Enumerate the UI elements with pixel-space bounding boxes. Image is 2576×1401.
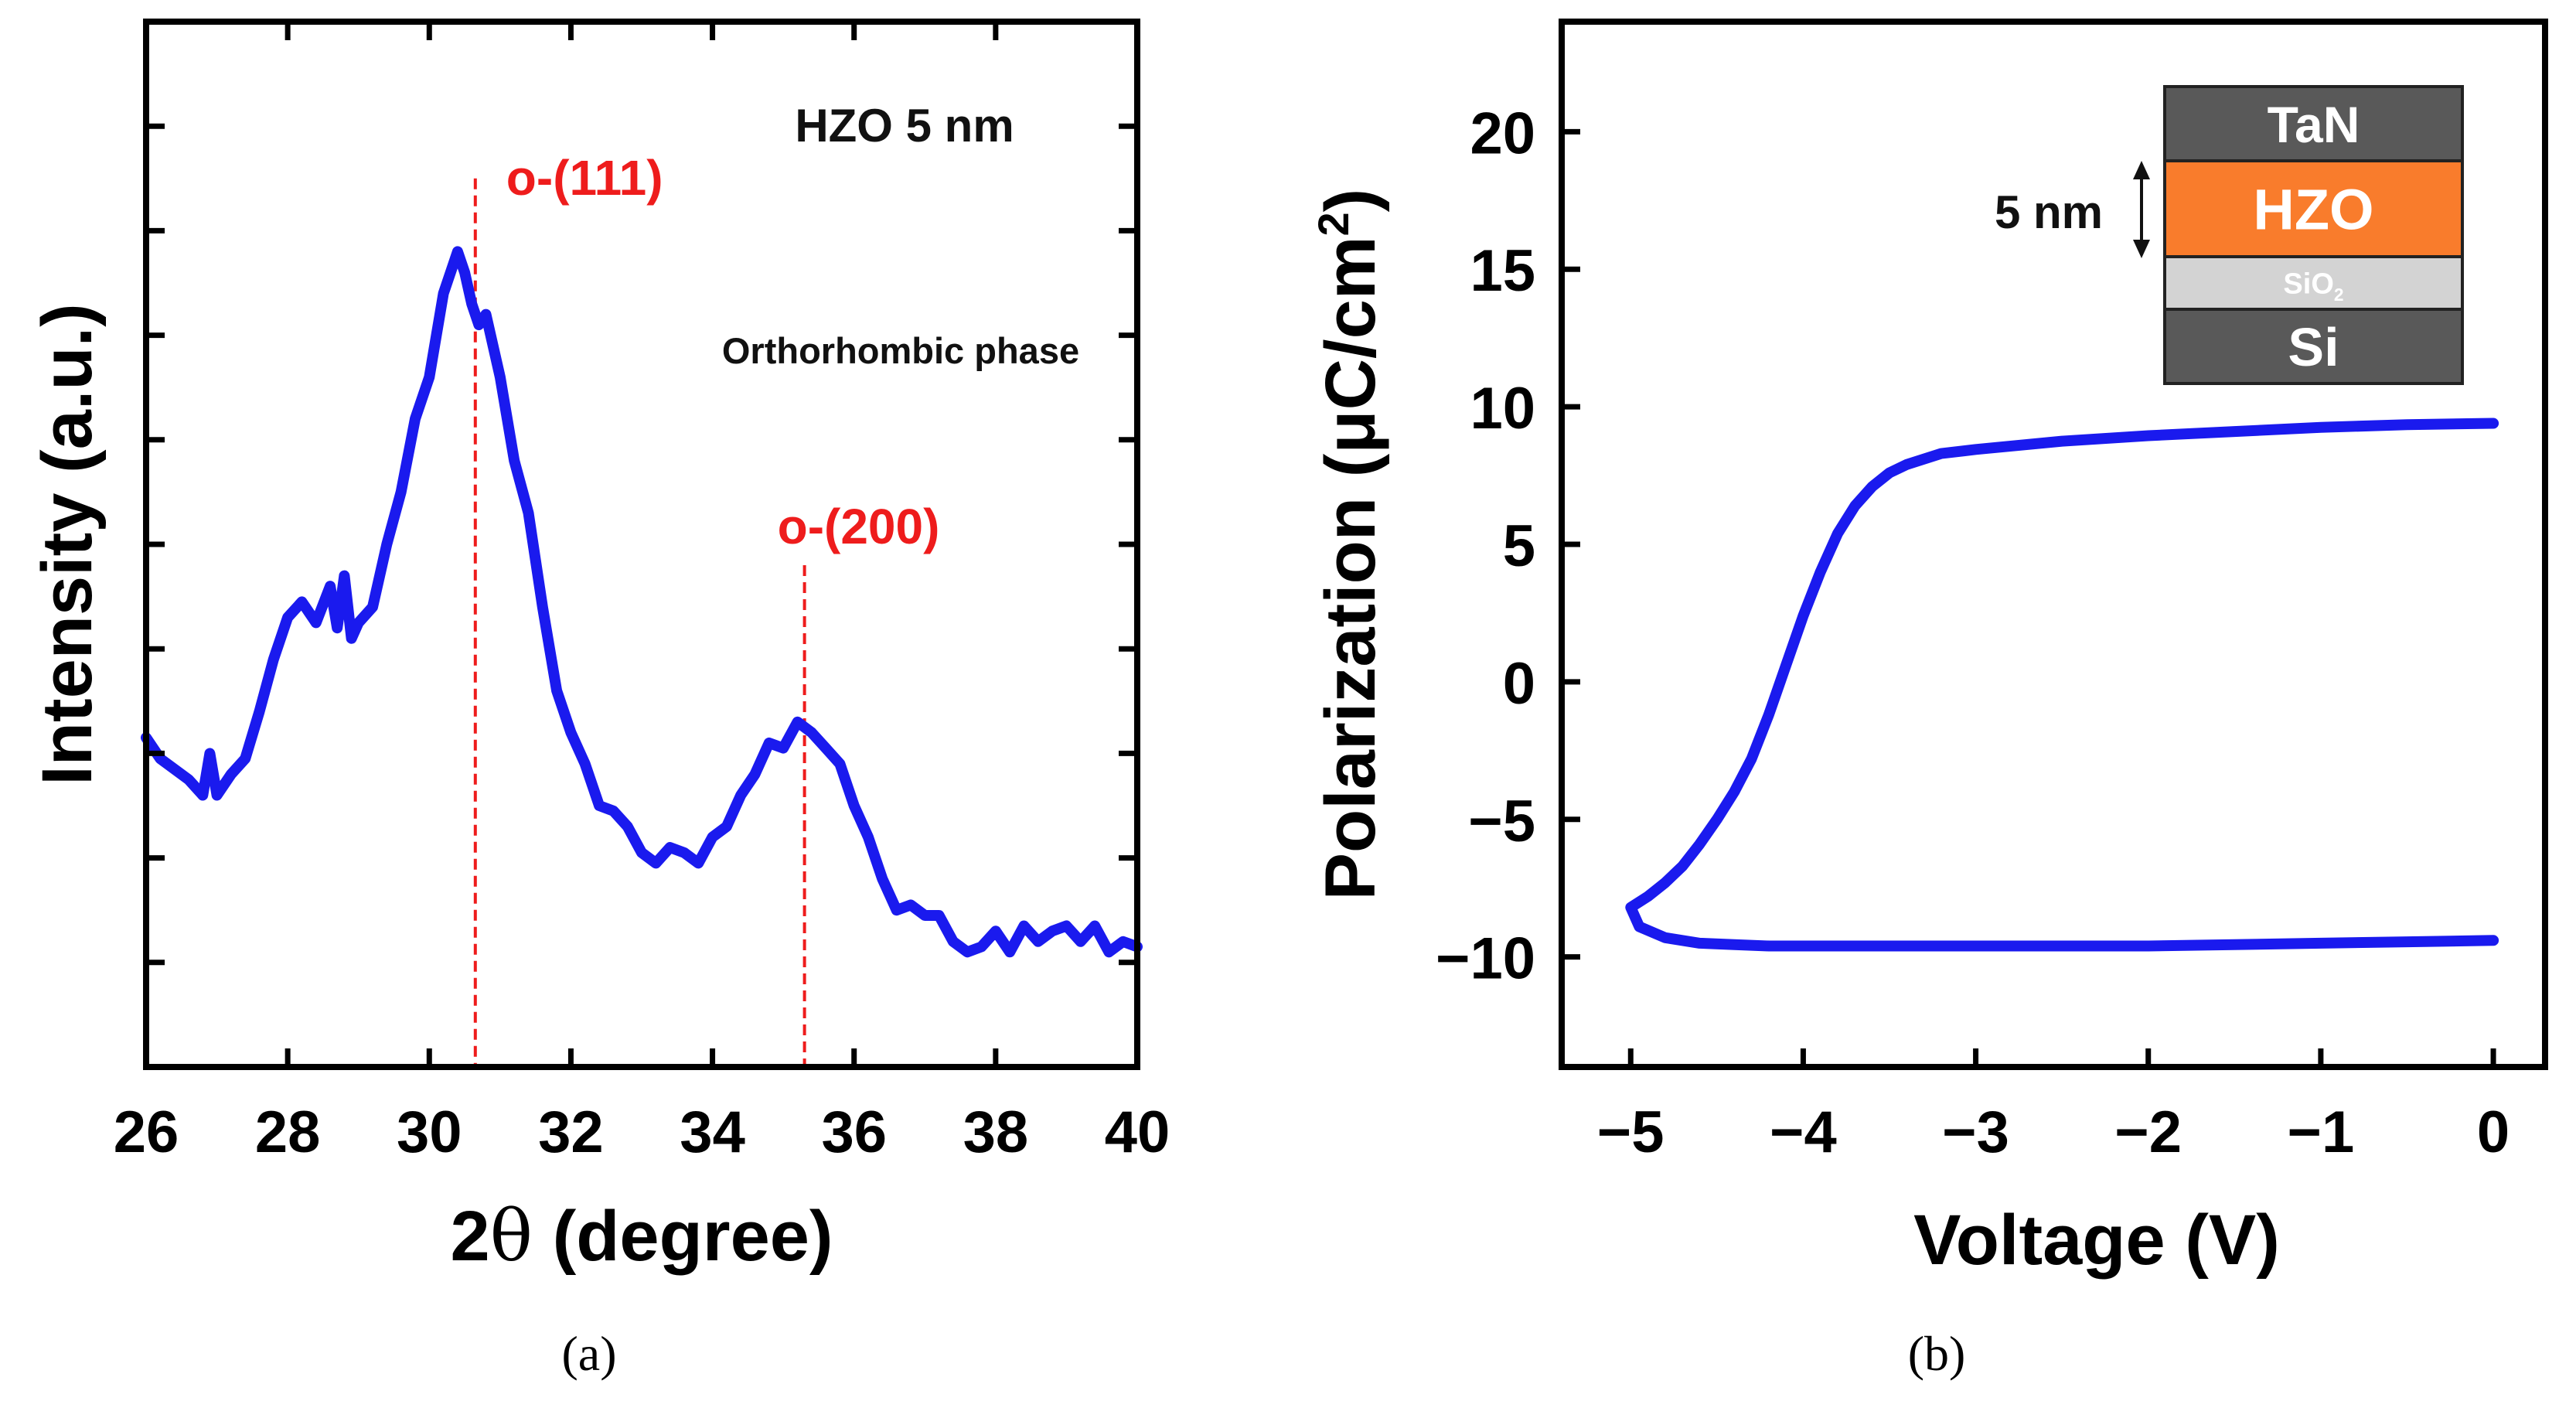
x-tick-label-b: 0 (2477, 1099, 2510, 1165)
x-tick-label-a: 26 (114, 1099, 179, 1165)
x-tick-labels-a: 26 28 30 32 34 36 38 40 (114, 1099, 1170, 1165)
x-axis-title-a: 2θ (degree) (450, 1195, 833, 1277)
y-tick-label-b: 5 (1503, 513, 1535, 579)
x-tick-label-b: −1 (2288, 1099, 2355, 1165)
inset-layer-hzo (2163, 159, 2464, 258)
inset-layer-tan (2163, 85, 2464, 162)
pv-loop-line (1625, 418, 2499, 952)
x-tick-label-a: 36 (821, 1099, 887, 1165)
x-tick-label-a: 38 (963, 1099, 1029, 1165)
inset-layer-label: TaN (2268, 96, 2360, 153)
y-tick-label-b: −10 (1436, 926, 1535, 992)
panel-a-xrd-chart: 26 28 30 32 34 36 38 40 HZO 5 nm Orthorhombic p… (28, 19, 1170, 1381)
x-tick-label-a: 32 (538, 1099, 604, 1165)
x-tick-label-a: 30 (397, 1099, 462, 1165)
y-tick-label-b: 15 (1470, 238, 1535, 304)
y-tick-label-b: 10 (1470, 376, 1535, 441)
ticks-b (1562, 128, 2496, 1067)
inset-layer-label: SiO2 (2283, 268, 2343, 305)
x-tick-label-b: −5 (1597, 1099, 1665, 1165)
reference-label-1: o-(111) (506, 150, 663, 206)
y-axis-title-b: Polarization (μC/cm2) (1309, 189, 1390, 901)
inset-layer-si (2163, 308, 2464, 385)
y-tick-label-b: −5 (1468, 789, 1535, 854)
reference-label-2: o-(200) (778, 499, 940, 554)
xrd-intensity-line (141, 246, 1143, 958)
reference-lines (473, 178, 806, 1067)
inset-layer-label: HZO (2253, 178, 2373, 242)
inset-layer-sio (2163, 255, 2464, 311)
arrow-head-down (2133, 240, 2150, 258)
x-tick-label-a: 28 (255, 1099, 321, 1165)
ticks-a (143, 22, 1140, 1067)
y-tick-label-b: 0 (1503, 651, 1535, 717)
panel-caption-b: (b) (1908, 1326, 1966, 1381)
x-tick-label-b: −3 (1942, 1099, 2009, 1165)
x-tick-label-b: −4 (1770, 1099, 1837, 1165)
arrow-head-up (2133, 161, 2150, 179)
x-axis-title-b: Voltage (V) (1913, 1201, 2280, 1280)
sample-annotation: HZO 5 nm (795, 100, 1014, 152)
y-axis-title-a: Intensity (a.u.) (28, 303, 107, 786)
phase-annotation: Orthorhombic phase (722, 330, 1079, 371)
device-stack-inset: TaN HZO SiO2 Si 5 nm (1995, 85, 2464, 385)
inset-layer-label: Si (2288, 317, 2339, 377)
reference-labels: o-(111) o-(200) (506, 150, 940, 554)
x-tick-label-a: 40 (1105, 1099, 1170, 1165)
y-tick-labels-b: −10 −5 0 5 10 15 20 (1436, 101, 1535, 991)
x-tick-label-a: 34 (680, 1099, 745, 1165)
y-tick-label-b: 20 (1470, 101, 1535, 166)
x-tick-labels-b: −5 −4 −3 −2 −1 0 (1597, 1099, 2510, 1165)
panel-caption-a: (a) (561, 1326, 616, 1381)
x-tick-label-b: −2 (2114, 1099, 2182, 1165)
thickness-label: 5 nm (1995, 186, 2103, 238)
